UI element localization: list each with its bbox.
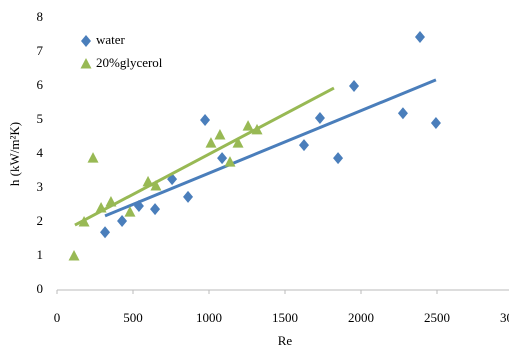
x-tick-label: 2000 [348,310,374,325]
triangle-point [78,216,90,227]
y-tick-label: 1 [37,247,44,262]
diamond-point [314,111,325,124]
diamond-point [299,139,309,152]
triangle-point [68,250,80,261]
diamond-point [200,114,211,126]
diamond-point [397,107,408,120]
y-axis-label: h (kW/m²K) [7,122,22,186]
legend-label: water [96,32,126,47]
y-tick-label: 6 [37,77,44,92]
y-tick-label: 0 [37,281,44,296]
triangle-point [105,195,117,207]
diamond-point [150,203,161,216]
triangle-point [232,137,244,148]
x-tick-label: 500 [123,310,143,325]
x-tick-label: 1500 [272,310,298,325]
diamond-point [117,214,128,227]
diamond-point [414,31,425,44]
y-tick-label: 3 [37,179,44,194]
trend-line [74,86,335,227]
y-tick-label: 7 [37,43,44,58]
triangle-point [87,152,99,163]
triangle-point [224,156,236,167]
triangle-point [124,206,136,217]
triangle-point [242,120,254,131]
diamond-point [430,117,441,130]
x-tick-label: 1000 [196,310,222,325]
triangle-point [150,179,162,191]
x-tick-label: 2500 [424,310,450,325]
triangle-point [251,123,263,135]
y-tick-label: 5 [37,111,44,126]
triangle-point [142,175,154,187]
diamond-point [100,226,111,239]
triangle-point [95,202,107,213]
trend-line [104,78,437,218]
diamond-point [333,152,344,165]
x-tick-label: 3000 [500,310,509,325]
x-axis-label: Re [278,333,293,348]
triangle-point [80,58,92,69]
legend-label: 20%glycerol [96,55,163,70]
diamond-point [217,152,228,165]
diamond-point [183,190,194,203]
y-tick-label: 4 [37,145,44,160]
diamond-point [349,80,360,92]
y-tick-label: 2 [37,213,44,228]
diamond-point [81,35,91,47]
triangle-point [214,128,226,140]
y-tick-label: 8 [37,9,44,24]
triangle-point [205,137,217,148]
diamond-point [133,200,144,213]
x-tick-label: 0 [54,310,61,325]
